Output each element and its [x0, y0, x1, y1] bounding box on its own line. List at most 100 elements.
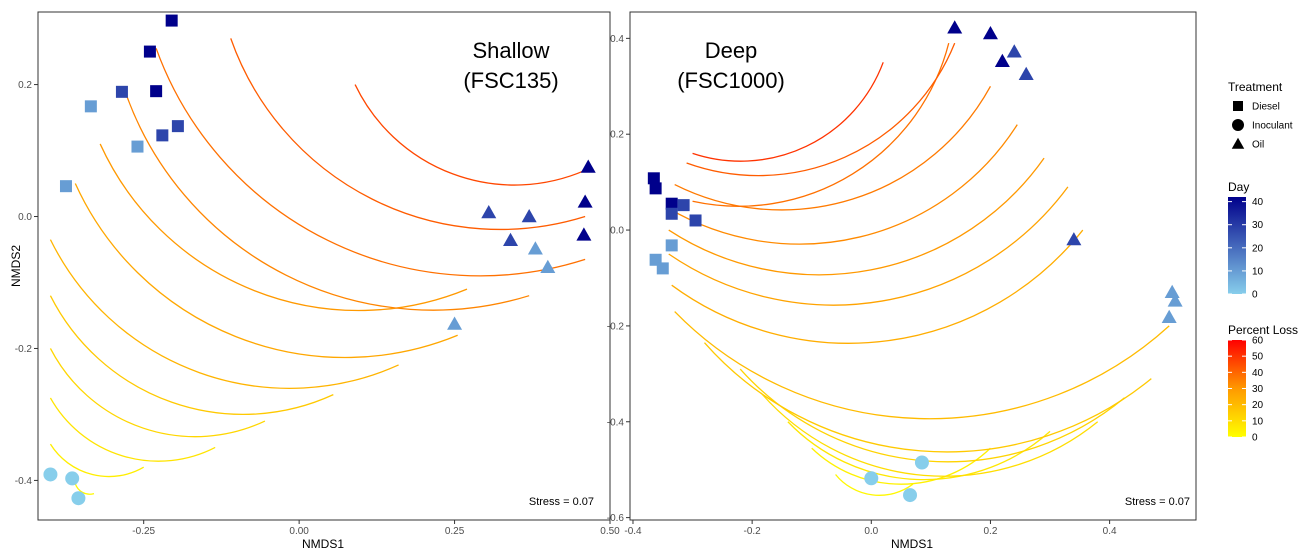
y-tick-label: -0.2 — [15, 344, 33, 355]
legend: Treatment Diesel Inoculant Oil Day 0 10 20 30… — [1228, 80, 1298, 444]
point-diesel — [84, 100, 97, 113]
panel-title-line1: Deep — [705, 38, 758, 63]
panel-title-line2: (FSC1000) — [677, 68, 785, 93]
point-diesel — [656, 262, 669, 275]
loss-contour-line — [692, 42, 950, 207]
point-diesel — [165, 14, 178, 27]
point-inoculant — [43, 467, 58, 482]
point-oil — [1164, 284, 1180, 299]
point-diesel — [665, 197, 678, 210]
point-inoculant — [65, 471, 80, 486]
treatment-label: Diesel — [1252, 102, 1280, 113]
x-axis-ticks: -0.4 -0.2 0.0 0.2 0.4 — [624, 520, 1117, 537]
loss-contour-line — [354, 84, 586, 186]
loss-contour-line — [760, 392, 1099, 477]
x-tick-label: 0.00 — [289, 526, 309, 537]
loss-contours — [668, 42, 1170, 496]
loss-contour-line — [49, 443, 145, 478]
percent-loss-colorbar — [1228, 340, 1246, 437]
y-tick-label: 0.2 — [18, 80, 32, 91]
point-oil — [1167, 293, 1183, 307]
point-inoculant — [864, 471, 879, 486]
point-oil — [447, 316, 463, 330]
treatment-legend-title: Treatment — [1228, 80, 1283, 94]
point-diesel — [150, 85, 163, 98]
y-tick-label: -0.4 — [607, 417, 625, 428]
day-tick-label: 0 — [1252, 290, 1258, 301]
y-tick-label: 0.0 — [610, 226, 624, 237]
y-tick-label: 0.2 — [610, 130, 624, 141]
y-axis-ticks: -0.4 -0.2 0.0 0.2 — [15, 80, 38, 487]
point-inoculant — [71, 491, 86, 506]
day-legend-title: Day — [1228, 180, 1249, 194]
sample-points — [647, 20, 1183, 503]
loss-tick-label: 60 — [1252, 336, 1264, 347]
y-tick-label: 0.4 — [610, 34, 624, 45]
sample-points — [43, 14, 596, 506]
point-oil — [1066, 232, 1082, 246]
loss-contour-line — [703, 342, 1152, 453]
day-colorbar-ticks: 0 10 20 30 40 — [1228, 197, 1264, 301]
day-tick-label: 10 — [1252, 266, 1264, 277]
loss-contour-line — [49, 397, 216, 462]
x-tick-label: 0.4 — [1103, 526, 1117, 537]
loss-tick-label: 50 — [1252, 352, 1264, 363]
loss-contour-line — [668, 186, 1069, 306]
loss-contour-line — [74, 483, 95, 495]
point-diesel — [665, 239, 678, 252]
point-diesel — [59, 180, 72, 193]
y-axis-title: NMDS2 — [9, 245, 23, 287]
point-inoculant — [903, 488, 918, 503]
loss-contour-line — [686, 42, 956, 177]
percent-loss-colorbar-ticks: 0 10 20 30 40 50 60 — [1228, 336, 1264, 444]
loss-contour-line — [668, 157, 1045, 276]
x-tick-label: 0.2 — [983, 526, 997, 537]
point-oil — [577, 194, 593, 208]
point-diesel — [115, 85, 128, 98]
loss-contour-line — [674, 311, 1170, 420]
y-tick-label: 0.0 — [18, 212, 32, 223]
point-diesel — [689, 214, 702, 227]
x-axis-ticks: -0.25 0.00 0.25 0.50 — [132, 520, 620, 537]
y-tick-label: -0.4 — [15, 476, 33, 487]
treatment-key-oil — [1231, 137, 1245, 149]
x-tick-label: -0.4 — [624, 526, 642, 537]
loss-contour-line — [230, 38, 586, 231]
loss-contour-line — [49, 239, 399, 389]
percent-loss-legend-title: Percent Loss — [1228, 323, 1298, 337]
point-diesel — [665, 207, 678, 220]
day-colorbar — [1228, 197, 1246, 294]
x-axis-title: NMDS1 — [302, 537, 344, 551]
loss-contour-line — [99, 143, 468, 312]
point-diesel — [677, 199, 690, 212]
loss-tick-label: 30 — [1252, 384, 1264, 395]
point-oil — [540, 259, 556, 273]
panel-title-line1: Shallow — [472, 38, 549, 63]
point-oil — [576, 227, 592, 241]
loss-contour-line — [49, 348, 266, 438]
loss-contour-line — [74, 183, 458, 359]
treatment-key-diesel — [1233, 101, 1243, 111]
y-tick-label: -0.6 — [607, 513, 625, 524]
point-oil — [1018, 66, 1034, 80]
loss-tick-label: 10 — [1252, 416, 1264, 427]
x-axis-title: NMDS1 — [891, 537, 933, 551]
panel-deep: -0.4 -0.2 0.0 0.2 0.4 -0.6-0.4-0.20.00.20.4 … — [607, 11, 1197, 551]
treatment-label: Oil — [1252, 140, 1264, 151]
plot-frame — [629, 11, 1197, 521]
point-oil — [521, 208, 537, 223]
panel-title-line2: (FSC135) — [463, 68, 558, 93]
point-diesel — [171, 120, 184, 133]
loss-contour-line — [787, 421, 1051, 481]
point-diesel — [647, 172, 660, 185]
x-tick-label: 0.50 — [600, 526, 620, 537]
x-tick-label: -0.2 — [744, 526, 762, 537]
loss-tick-label: 20 — [1252, 400, 1264, 411]
point-oil — [947, 20, 963, 34]
loss-contour-line — [674, 85, 992, 211]
loss-contour-line — [671, 229, 1084, 344]
panel-shallow: -0.25 0.00 0.25 0.50 -0.4 -0.2 0.0 0.2 Shallow… — [9, 11, 620, 551]
day-tick-label: 40 — [1252, 197, 1264, 208]
stress-label: Stress = 0.07 — [529, 496, 594, 508]
